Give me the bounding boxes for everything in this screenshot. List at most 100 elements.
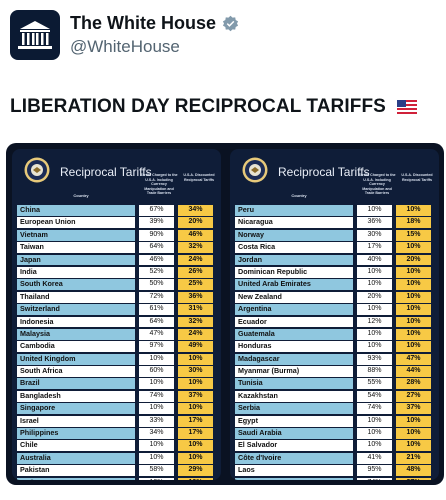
reciprocal-cell: 48%: [396, 465, 431, 477]
reciprocal-cell: 24%: [178, 328, 213, 340]
table-row: Turkey 10% 10%: [17, 477, 216, 480]
charged-column-header: Tariffs Charged to the U.S.A. Including …: [358, 173, 396, 195]
table-row: Indonesia 64% 32%: [17, 316, 216, 328]
charged-cell: 58%: [139, 465, 174, 477]
country-cell: Turkey: [17, 477, 135, 480]
reciprocal-cell: 15%: [396, 229, 431, 241]
right-tariff-panel: Reciprocal Tariffs Country Tariffs Charg…: [230, 149, 439, 480]
country-cell: Philippines: [17, 428, 135, 439]
table-row: Guatemala 10% 10%: [235, 328, 434, 340]
account-handle[interactable]: @WhiteHouse: [70, 37, 180, 56]
charged-cell: 10%: [139, 452, 174, 464]
table-row: Bangladesh 74% 37%: [17, 390, 216, 402]
verified-badge-icon: [222, 15, 239, 31]
us-flag-icon: [397, 98, 418, 120]
table-row: Taiwan 64% 32%: [17, 242, 216, 254]
charged-cell: 20%: [357, 291, 392, 303]
reciprocal-cell: 44%: [396, 366, 431, 377]
charged-cell: 74%: [139, 390, 174, 402]
table-row: Argentina 10% 10%: [235, 304, 434, 316]
country-cell: Myanmar (Burma): [235, 366, 353, 377]
country-cell: Indonesia: [17, 316, 135, 328]
table-row: Jordan 40% 20%: [235, 254, 434, 266]
reciprocal-cell: 10%: [396, 328, 431, 340]
table-row: Chile 10% 10%: [17, 440, 216, 452]
country-cell: Tunisia: [235, 378, 353, 390]
reciprocal-cell: 20%: [178, 217, 213, 229]
table-row: Madagascar 93% 47%: [235, 353, 434, 365]
country-cell: Madagascar: [235, 353, 353, 365]
charged-cell: 10%: [357, 341, 392, 353]
country-cell: Chile: [17, 440, 135, 452]
country-column-header: Country: [291, 193, 307, 198]
country-cell: El Salvador: [235, 440, 353, 452]
table-row: Cambodia 97% 49%: [17, 341, 216, 353]
table-row: China 67% 34%: [17, 205, 216, 216]
country-cell: United Kingdom: [17, 353, 135, 365]
table-row: Malaysia 47% 24%: [17, 328, 216, 340]
table-row: Serbia 74% 37%: [235, 403, 434, 415]
charged-cell: 74%: [357, 403, 392, 415]
white-house-logo-icon[interactable]: [10, 10, 60, 60]
charged-cell: 10%: [357, 428, 392, 439]
reciprocal-cell: 10%: [396, 279, 431, 291]
table-row: South Korea 50% 25%: [17, 279, 216, 291]
charged-cell: 10%: [139, 378, 174, 390]
table-row: New Zealand 20% 10%: [235, 291, 434, 303]
table-row: Brazil 10% 10%: [17, 378, 216, 390]
reciprocal-cell: 20%: [396, 254, 431, 266]
charged-cell: 10%: [139, 353, 174, 365]
charged-cell: 10%: [139, 477, 174, 480]
table-row: El Salvador 10% 10%: [235, 440, 434, 452]
country-cell: United Arab Emirates: [235, 279, 353, 291]
country-column-header: Country: [73, 193, 89, 198]
account-display-name[interactable]: The White House: [70, 12, 239, 34]
tweet-text-content: LIBERATION DAY RECIPROCAL TARIFFS: [10, 96, 386, 117]
charged-cell: 90%: [139, 229, 174, 241]
reciprocal-column-header: U.S.A. Discounted Reciprocal Tariffs: [183, 173, 215, 182]
table-row: Dominican Republic 10% 10%: [235, 266, 434, 278]
reciprocal-cell: 24%: [178, 254, 213, 266]
country-cell: European Union: [17, 217, 135, 229]
table-row: Ecuador 12% 10%: [235, 316, 434, 328]
charged-cell: 67%: [139, 205, 174, 216]
country-cell: Botswana: [235, 477, 353, 480]
table-row: Pakistan 58% 29%: [17, 465, 216, 477]
table-row: Israel 33% 17%: [17, 415, 216, 427]
charged-cell: 88%: [357, 366, 392, 377]
reciprocal-cell: 32%: [178, 242, 213, 254]
tariff-poster-image[interactable]: Reciprocal Tariffs Country Tariffs Charg…: [6, 143, 444, 485]
charged-cell: 54%: [357, 390, 392, 402]
country-cell: Côte d'Ivoire: [235, 452, 353, 464]
charged-cell: 52%: [139, 266, 174, 278]
country-cell: Norway: [235, 229, 353, 241]
reciprocal-column-header: U.S.A. Discounted Reciprocal Tariffs: [401, 173, 433, 182]
tweet-text: LIBERATION DAY RECIPROCAL TARIFFS: [10, 96, 418, 120]
charged-cell: 41%: [357, 452, 392, 464]
table-row: Laos 95% 48%: [235, 465, 434, 477]
reciprocal-cell: 29%: [178, 465, 213, 477]
country-cell: India: [17, 266, 135, 278]
reciprocal-cell: 25%: [178, 279, 213, 291]
country-cell: Bangladesh: [17, 390, 135, 402]
reciprocal-cell: 37%: [396, 403, 431, 415]
reciprocal-cell: 10%: [396, 242, 431, 254]
country-cell: Vietnam: [17, 229, 135, 241]
reciprocal-cell: 32%: [178, 316, 213, 328]
table-row: Myanmar (Burma) 88% 44%: [235, 366, 434, 377]
presidential-seal-icon: [242, 157, 268, 183]
table-row: Australia 10% 10%: [17, 452, 216, 464]
reciprocal-cell: 10%: [178, 452, 213, 464]
country-cell: Thailand: [17, 291, 135, 303]
reciprocal-cell: 10%: [396, 316, 431, 328]
reciprocal-cell: 37%: [396, 477, 431, 480]
country-cell: South Korea: [17, 279, 135, 291]
reciprocal-cell: 10%: [396, 291, 431, 303]
charged-cell: 55%: [357, 378, 392, 390]
country-cell: Jordan: [235, 254, 353, 266]
country-cell: Australia: [17, 452, 135, 464]
table-row: Botswana 74% 37%: [235, 477, 434, 480]
panel-title: Reciprocal Tariffs: [60, 165, 152, 179]
reciprocal-cell: 34%: [178, 205, 213, 216]
charged-cell: 17%: [357, 242, 392, 254]
